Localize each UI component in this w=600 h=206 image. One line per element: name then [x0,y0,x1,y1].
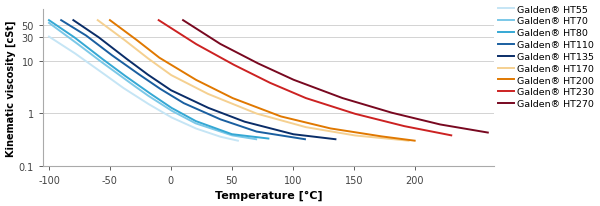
Galden® HT270 [179,20,187,22]
Line: Galden® HT200: Galden® HT200 [110,21,415,141]
Galden® HT135 [332,138,339,141]
Line: Galden® HT135: Galden® HT135 [73,21,335,139]
Galden® HT230 [155,20,162,22]
Galden® HT170 [349,134,356,137]
Galden® HT55 [158,111,165,113]
Galden® HT270 [361,104,368,106]
Line: Galden® HT270: Galden® HT270 [183,21,488,133]
Galden® HT135 [326,138,333,140]
Galden® HT110 [203,112,210,115]
Y-axis label: Kinematic viscosity [cSt]: Kinematic viscosity [cSt] [5,20,16,156]
Galden® HT135 [194,102,202,105]
Galden® HT170 [94,20,101,22]
Galden® HT230 [313,101,320,103]
Galden® HT55 [230,139,237,141]
Galden® HT110 [175,99,182,102]
Galden® HT270 [477,130,484,133]
Galden® HT230 [294,94,301,96]
X-axis label: Temperature [°C]: Temperature [°C] [215,190,322,200]
Galden® HT80 [149,95,157,97]
Galden® HT135 [70,20,77,22]
Galden® HT70 [248,138,255,140]
Galden® HT110 [190,107,197,109]
Galden® HT170 [398,139,405,142]
Line: Galden® HT70: Galden® HT70 [49,24,256,139]
Galden® HT55 [235,140,242,142]
Line: Galden® HT170: Galden® HT170 [98,21,409,141]
Galden® HT200 [356,132,364,135]
Galden® HT270 [344,99,352,101]
Line: Galden® HT55: Galden® HT55 [49,37,238,141]
Galden® HT70 [46,22,53,25]
Galden® HT230 [395,124,402,126]
Galden® HT270 [324,92,331,94]
Galden® HT70 [253,138,260,141]
Galden® HT200 [106,20,113,22]
Galden® HT80 [260,137,267,139]
Galden® HT55 [200,130,208,133]
Galden® HT270 [326,93,333,95]
Galden® HT110 [257,131,265,134]
Galden® HT80 [164,105,171,107]
Galden® HT110 [173,98,181,101]
Galden® HT170 [262,115,269,118]
Galden® HT170 [405,140,412,142]
Galden® HT110 [58,20,65,22]
Galden® HT135 [226,115,233,118]
Galden® HT80 [176,111,183,114]
Galden® HT200 [271,113,278,116]
Galden® HT55 [136,98,143,100]
Galden® HT135 [196,103,203,105]
Galden® HT55 [135,97,142,99]
Galden® HT230 [448,135,455,137]
Galden® HT170 [244,109,251,111]
Galden® HT55 [46,36,53,39]
Galden® HT70 [169,110,176,113]
Galden® HT170 [242,108,249,111]
Galden® HT80 [151,96,158,98]
Galden® HT70 [157,103,164,106]
Galden® HT200 [411,140,418,142]
Galden® HT80 [265,138,272,140]
Galden® HT270 [429,122,436,124]
Galden® HT135 [284,132,292,135]
Galden® HT270 [484,132,491,134]
Galden® HT170 [279,120,286,122]
Legend: Galden® HT55, Galden® HT70, Galden® HT80, Galden® HT110, Galden® HT135, Galden® : Galden® HT55, Galden® HT70, Galden® HT80… [499,6,595,109]
Galden® HT230 [440,133,448,136]
Galden® HT110 [295,137,302,140]
Galden® HT80 [225,132,232,135]
Galden® HT230 [296,95,303,97]
Galden® HT200 [288,118,295,121]
Galden® HT70 [145,95,152,98]
Galden® HT200 [404,139,411,141]
Line: Galden® HT230: Galden® HT230 [158,21,451,136]
Galden® HT55 [148,105,155,107]
Galden® HT70 [144,95,151,97]
Galden® HT135 [212,110,219,112]
Galden® HT200 [251,106,258,108]
Line: Galden® HT110: Galden® HT110 [61,21,305,139]
Line: Galden® HT80: Galden® HT80 [49,21,268,139]
Galden® HT110 [301,138,308,141]
Galden® HT70 [215,130,223,133]
Galden® HT80 [46,20,53,22]
Galden® HT230 [329,106,337,108]
Galden® HT200 [253,107,260,109]
